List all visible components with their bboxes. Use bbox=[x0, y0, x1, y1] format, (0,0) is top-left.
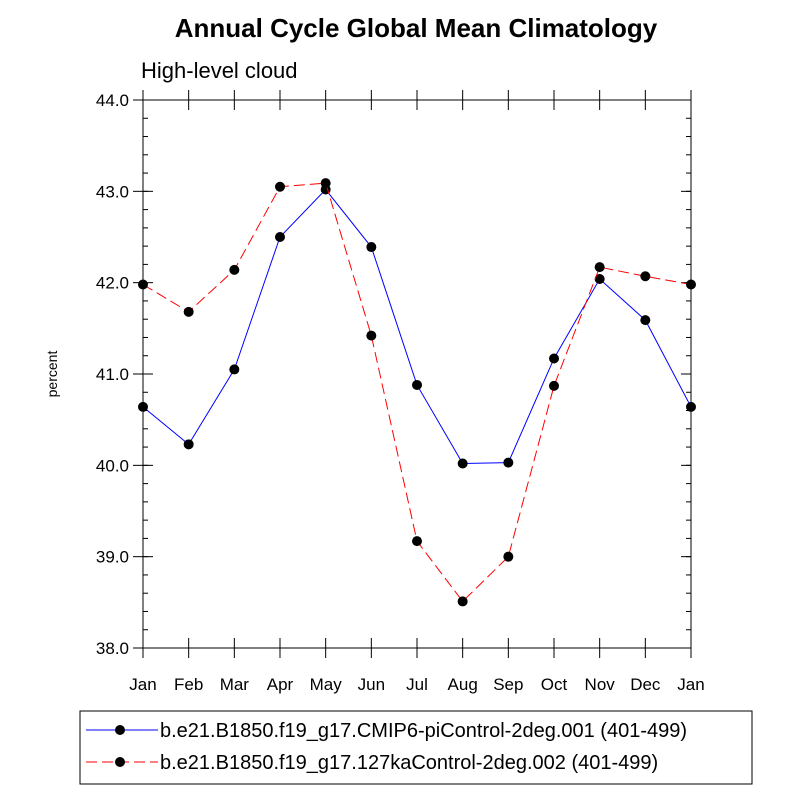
x-tick-label: Jan bbox=[129, 675, 156, 694]
data-point bbox=[549, 353, 559, 364]
legend-label-1: b.e21.B1850.f19_g17.CMIP6-piControl-2deg… bbox=[160, 720, 687, 742]
x-tick-label: Oct bbox=[541, 675, 568, 694]
data-point bbox=[412, 536, 422, 547]
x-tick-label: Dec bbox=[630, 675, 661, 694]
data-point bbox=[640, 271, 651, 282]
data-point bbox=[138, 401, 148, 412]
data-point bbox=[686, 401, 696, 412]
data-point bbox=[549, 380, 559, 391]
x-tick-label: Jan bbox=[677, 675, 704, 694]
legend-marker-1 bbox=[115, 725, 125, 735]
plot-frame bbox=[142, 99, 692, 649]
chart-title: Annual Cycle Global Mean Climatology bbox=[175, 13, 658, 43]
data-point bbox=[366, 330, 377, 341]
y-tick-label: 44.0 bbox=[96, 91, 129, 110]
legend-label-2: b.e21.B1850.f19_g17.127kaControl-2deg.00… bbox=[160, 752, 658, 774]
legend-marker-2 bbox=[115, 757, 125, 767]
y-ticks: 38.0 39.0 40.0 41.0 42.0 43.0 44.0 bbox=[96, 91, 691, 658]
y-tick-label: 42.0 bbox=[96, 274, 129, 293]
data-point bbox=[275, 181, 285, 192]
data-point bbox=[594, 262, 605, 273]
data-point bbox=[229, 364, 240, 375]
data-point bbox=[686, 279, 696, 290]
x-tick-label: Feb bbox=[174, 675, 203, 694]
data-point bbox=[275, 232, 285, 242]
x-tick-label: Jun bbox=[358, 675, 385, 694]
x-tick-label: May bbox=[310, 675, 343, 694]
data-point bbox=[183, 439, 194, 450]
series-layer bbox=[138, 178, 696, 607]
y-tick-label: 39.0 bbox=[96, 548, 129, 567]
data-point bbox=[412, 379, 422, 390]
data-point bbox=[229, 264, 240, 275]
chart-subtitle: High-level cloud bbox=[141, 58, 298, 83]
y-tick-label: 40.0 bbox=[96, 456, 129, 475]
data-point bbox=[457, 458, 468, 469]
x-ticks: Jan Feb Mar Apr May Jun Jul Aug Sep Oct Nov Dec Jan bbox=[129, 90, 705, 694]
data-point bbox=[138, 279, 148, 290]
data-point bbox=[457, 596, 468, 607]
data-point bbox=[183, 306, 194, 317]
minor-ticks bbox=[143, 99, 691, 649]
y-tick-label: 38.0 bbox=[96, 639, 129, 658]
y-axis-label: percent bbox=[44, 351, 60, 398]
x-tick-label: Mar bbox=[220, 675, 250, 694]
x-tick-label: Aug bbox=[448, 675, 478, 694]
data-point bbox=[503, 457, 514, 468]
legend: b.e21.B1850.f19_g17.CMIP6-piControl-2deg… bbox=[86, 720, 687, 774]
data-point bbox=[594, 274, 605, 285]
data-point bbox=[503, 551, 514, 562]
x-tick-label: Nov bbox=[585, 675, 616, 694]
data-point bbox=[320, 178, 331, 189]
y-tick-label: 41.0 bbox=[96, 365, 129, 384]
data-point bbox=[366, 242, 377, 253]
data-point bbox=[640, 315, 651, 326]
x-tick-label: Sep bbox=[493, 675, 523, 694]
x-tick-label: Apr bbox=[267, 675, 294, 694]
legend-box bbox=[79, 710, 753, 785]
x-tick-label: Jul bbox=[406, 675, 428, 694]
series-line-1 bbox=[142, 188, 692, 465]
y-tick-label: 43.0 bbox=[96, 182, 129, 201]
